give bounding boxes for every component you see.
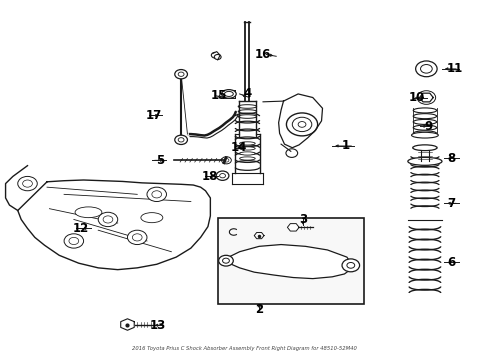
Ellipse shape <box>224 91 233 96</box>
Text: 16: 16 <box>254 48 270 61</box>
Circle shape <box>216 171 228 180</box>
Text: 1: 1 <box>341 139 349 152</box>
Ellipse shape <box>407 157 441 165</box>
Circle shape <box>64 234 83 248</box>
Bar <box>217 218 363 304</box>
Polygon shape <box>18 180 210 270</box>
Text: 4: 4 <box>243 87 251 100</box>
Ellipse shape <box>239 152 255 155</box>
Text: 15: 15 <box>211 89 227 102</box>
Ellipse shape <box>412 131 436 136</box>
Ellipse shape <box>412 120 436 125</box>
Circle shape <box>147 187 166 202</box>
Circle shape <box>18 176 37 191</box>
Text: 8: 8 <box>446 152 454 165</box>
Text: 3: 3 <box>298 213 306 226</box>
Text: 11: 11 <box>446 62 462 75</box>
Ellipse shape <box>412 108 436 113</box>
Text: 9: 9 <box>423 120 431 133</box>
Polygon shape <box>224 244 351 279</box>
Circle shape <box>174 69 187 79</box>
Ellipse shape <box>141 213 163 223</box>
Text: 10: 10 <box>408 91 424 104</box>
Ellipse shape <box>412 145 436 150</box>
Polygon shape <box>278 94 322 148</box>
Text: 13: 13 <box>149 319 165 332</box>
Text: 14: 14 <box>230 141 246 154</box>
Text: 17: 17 <box>145 109 161 122</box>
Circle shape <box>174 135 187 144</box>
Ellipse shape <box>239 157 255 160</box>
Ellipse shape <box>221 90 236 98</box>
Text: 5: 5 <box>156 154 163 167</box>
Text: 2016 Toyota Prius C Shock Absorber Assembly Front Right Diagram for 48510-52M40: 2016 Toyota Prius C Shock Absorber Assem… <box>132 346 356 351</box>
Ellipse shape <box>239 142 255 145</box>
Ellipse shape <box>411 132 437 138</box>
Ellipse shape <box>239 147 255 150</box>
Circle shape <box>127 230 147 244</box>
Text: 2: 2 <box>255 303 263 316</box>
Ellipse shape <box>412 114 436 119</box>
Text: 6: 6 <box>446 256 454 269</box>
Circle shape <box>218 255 233 266</box>
Polygon shape <box>121 319 134 330</box>
Ellipse shape <box>412 125 436 130</box>
Circle shape <box>98 212 118 226</box>
Text: 7: 7 <box>446 197 454 210</box>
Circle shape <box>415 61 436 77</box>
Polygon shape <box>287 224 299 231</box>
Text: 12: 12 <box>72 222 88 235</box>
Text: 18: 18 <box>201 170 217 183</box>
Polygon shape <box>419 93 432 102</box>
Circle shape <box>341 259 359 272</box>
Ellipse shape <box>75 207 102 218</box>
